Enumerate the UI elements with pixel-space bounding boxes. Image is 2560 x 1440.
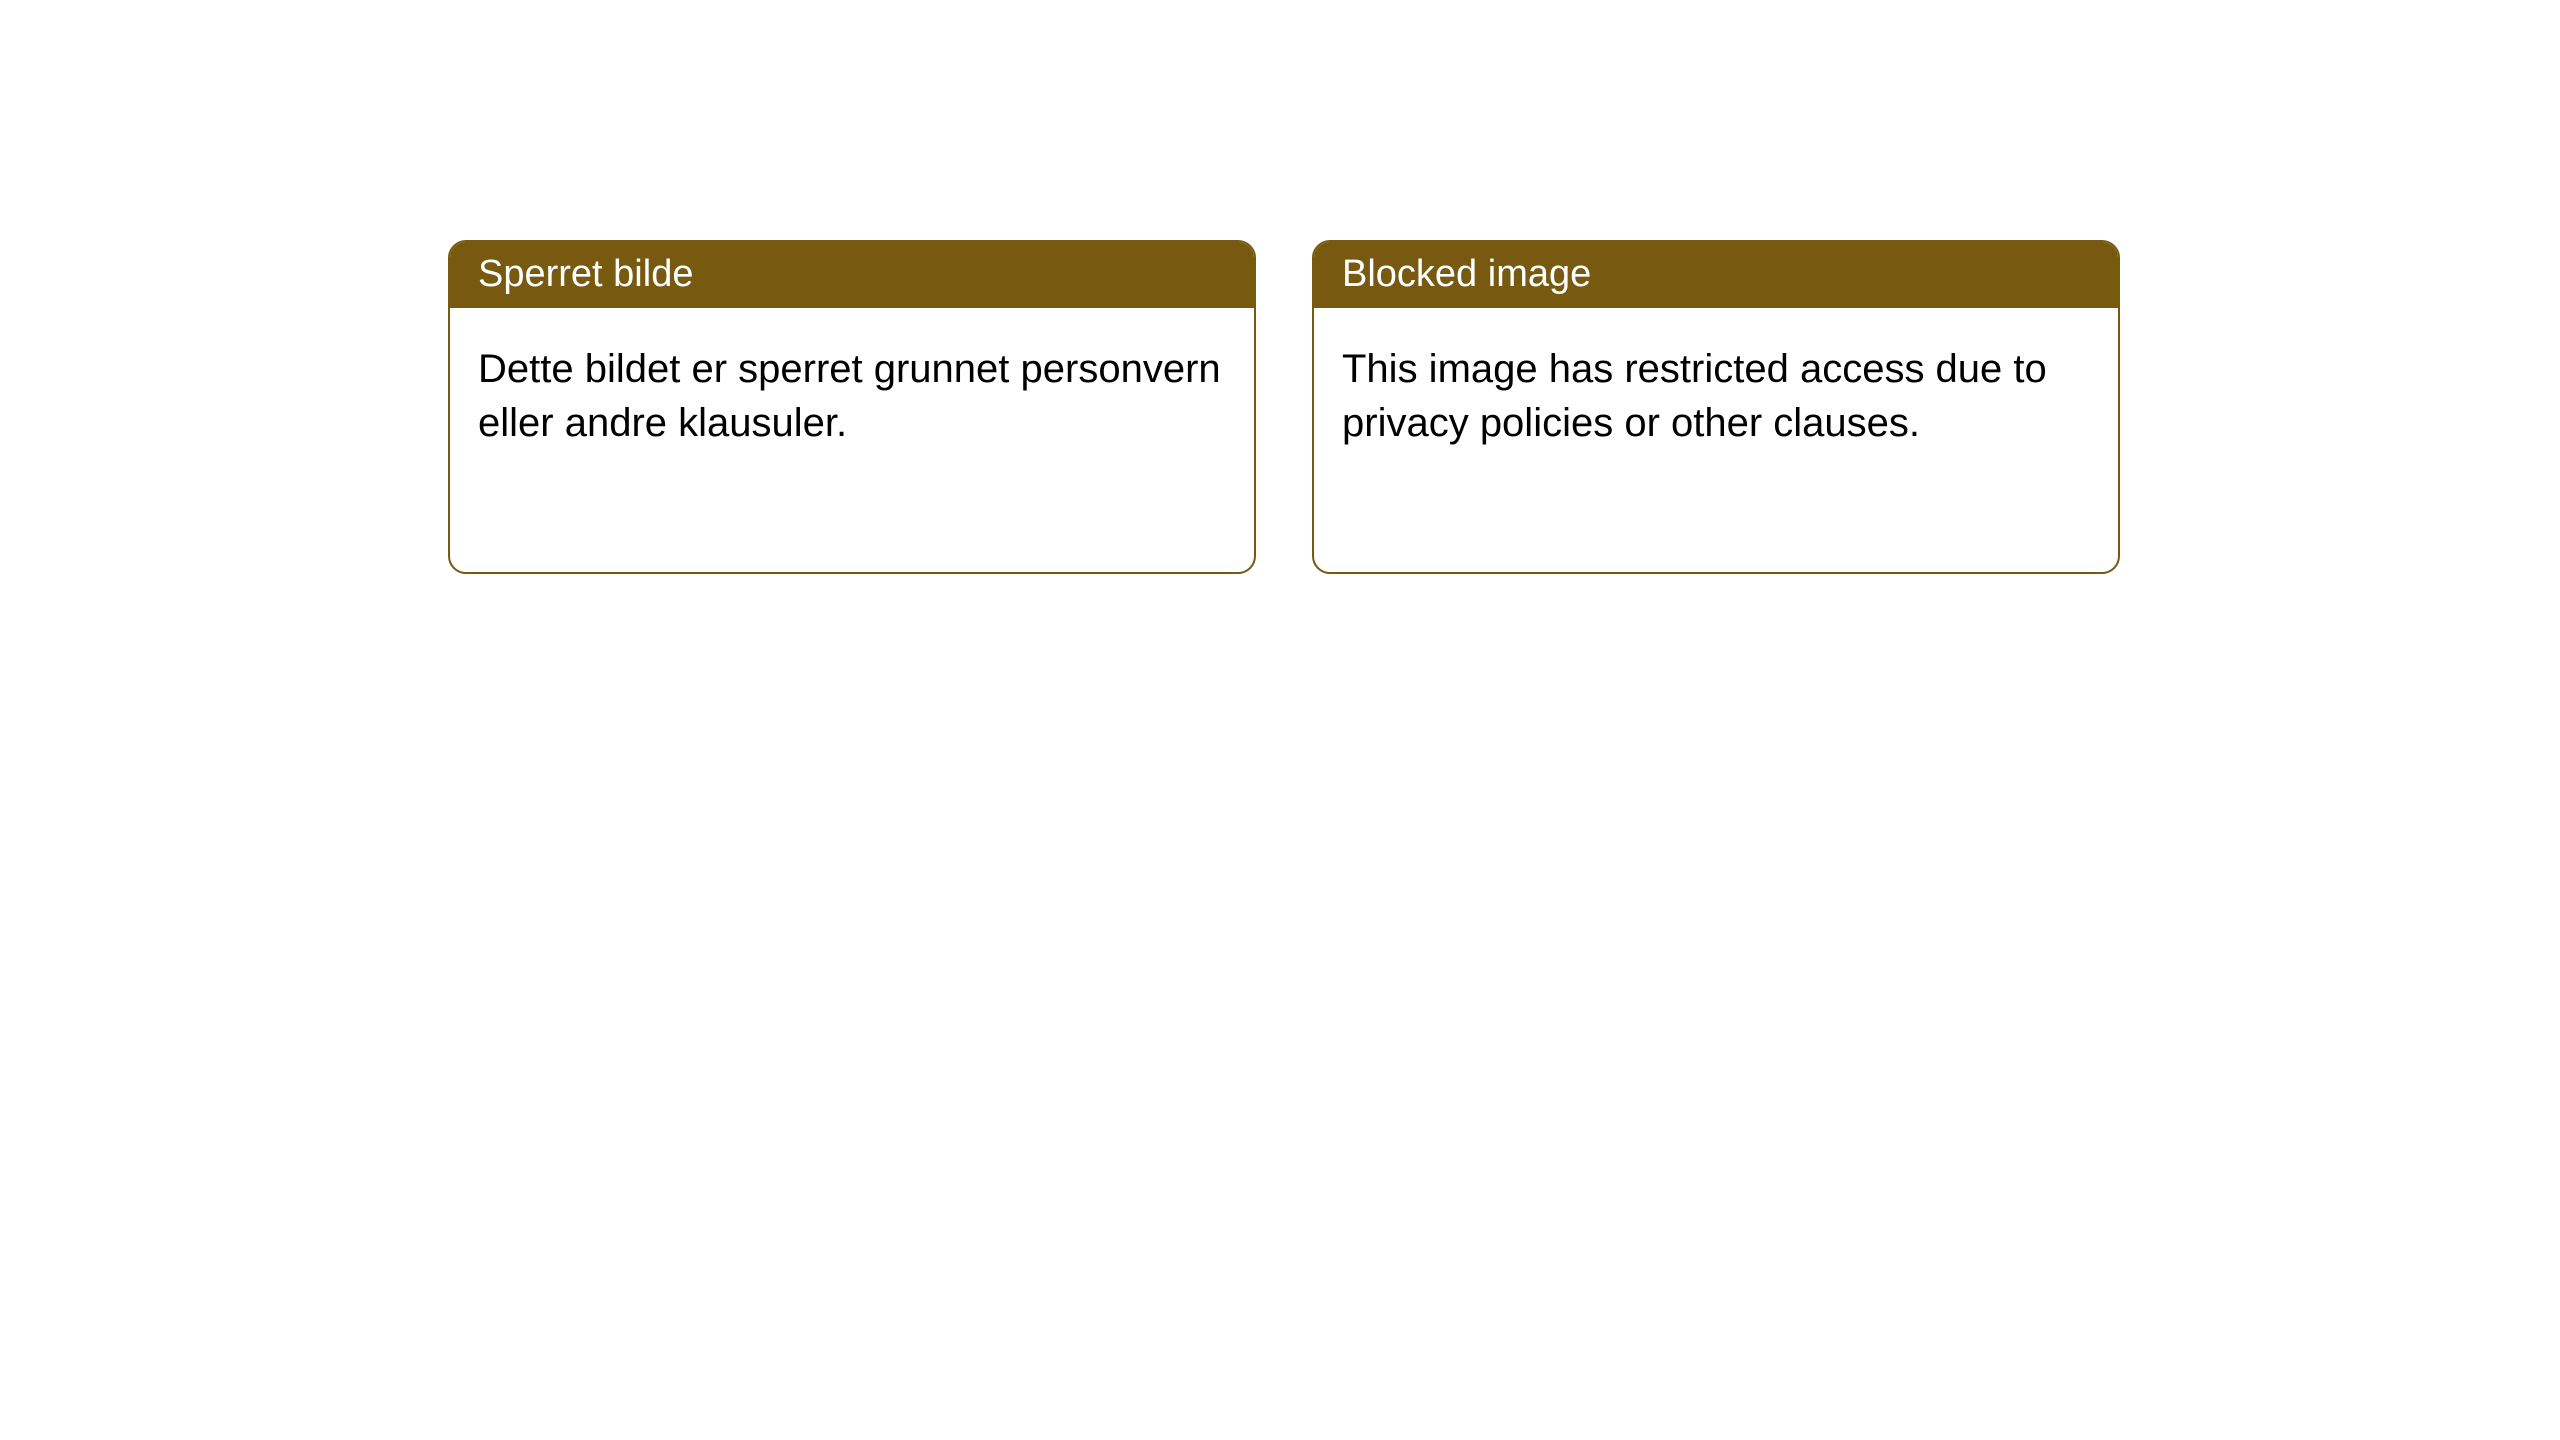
notice-body: This image has restricted access due to … — [1314, 308, 2118, 572]
notice-header: Sperret bilde — [450, 242, 1254, 308]
notice-body: Dette bildet er sperret grunnet personve… — [450, 308, 1254, 572]
notice-card-norwegian: Sperret bilde Dette bildet er sperret gr… — [448, 240, 1256, 574]
notice-header: Blocked image — [1314, 242, 2118, 308]
notice-container: Sperret bilde Dette bildet er sperret gr… — [0, 0, 2560, 574]
notice-card-english: Blocked image This image has restricted … — [1312, 240, 2120, 574]
